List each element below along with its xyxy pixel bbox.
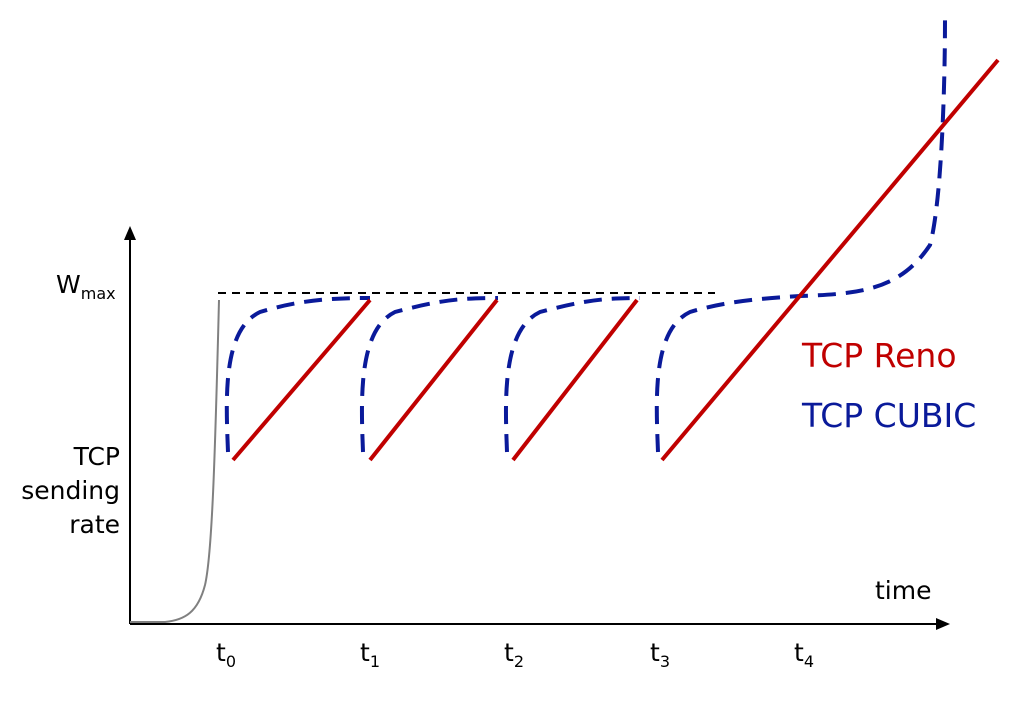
tick-base: t <box>360 638 370 667</box>
cubic-curve-cycle-2 <box>503 296 641 453</box>
cubic-curve-cycle-0 <box>224 296 371 453</box>
y-axis-arrowhead <box>124 226 136 240</box>
tick-base: t <box>794 638 804 667</box>
slow-start-curve <box>130 299 220 623</box>
wmax-label-sub: max <box>80 284 116 303</box>
y-axis-label: TCP sending rate <box>21 440 120 542</box>
reno-line-cycle-2 <box>511 298 639 462</box>
tick-sub: 4 <box>803 652 814 671</box>
y-axis-label-line: rate <box>69 510 120 539</box>
cubic-curve-cycle-3 <box>654 19 947 453</box>
x-axis-arrowhead <box>936 618 950 630</box>
tick-base: t <box>216 638 226 667</box>
y-axis-label-line: TCP <box>73 442 120 471</box>
tick-sub: 2 <box>513 652 524 671</box>
tick-label-t2: t2 <box>504 638 524 671</box>
wmax-label-base: W <box>56 270 81 299</box>
reno-line-cycle-3 <box>660 58 1000 462</box>
tick-sub: 0 <box>225 652 236 671</box>
tick-label-t4: t4 <box>794 638 814 671</box>
tick-base: t <box>504 638 514 667</box>
tick-label-t0: t0 <box>216 638 236 671</box>
tick-label-t3: t3 <box>650 638 670 671</box>
legend-reno: TCP Reno <box>802 336 957 375</box>
tick-base: t <box>650 638 660 667</box>
tick-label-t1: t1 <box>360 638 380 671</box>
x-axis-label: time <box>875 576 932 605</box>
reno-line-cycle-0 <box>231 298 372 462</box>
legend-cubic: TCP CUBIC <box>802 396 977 435</box>
wmax-label: Wmax <box>56 270 116 303</box>
reno-line-cycle-1 <box>368 298 499 462</box>
cubic-curve-cycle-1 <box>359 296 499 453</box>
y-axis-label-line: sending <box>21 476 120 505</box>
tick-sub: 1 <box>369 652 380 671</box>
tick-sub: 3 <box>659 652 670 671</box>
